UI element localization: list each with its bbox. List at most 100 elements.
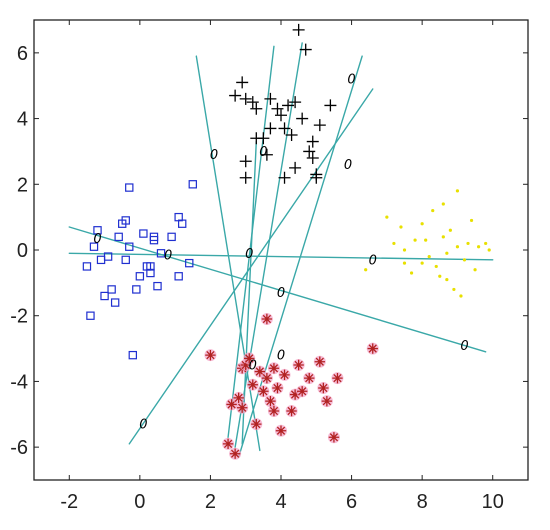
contour-zero-label: 0 bbox=[164, 248, 172, 263]
star-point bbox=[222, 437, 235, 450]
axis-ticks: -2 0 2 4 6 8 10 6 4 2 0 -2 -4 -6 bbox=[10, 20, 528, 513]
star-point bbox=[303, 372, 316, 385]
dot-point bbox=[448, 228, 452, 232]
dot-point bbox=[392, 241, 396, 246]
star-point bbox=[246, 378, 259, 391]
contour-zero-label: 0 bbox=[245, 247, 253, 262]
dot-point bbox=[364, 268, 368, 272]
boundary-line-5 bbox=[227, 45, 275, 438]
plus-point bbox=[239, 155, 252, 168]
square-point bbox=[103, 252, 113, 261]
contour-zero-label: 0 bbox=[139, 418, 147, 433]
x-tick-label: 10 bbox=[482, 491, 504, 513]
dot-point bbox=[477, 245, 481, 249]
plus-point bbox=[306, 152, 319, 164]
plus-point bbox=[236, 76, 249, 89]
dot-point bbox=[455, 245, 460, 249]
plus-point bbox=[229, 89, 242, 102]
plus-point bbox=[260, 148, 273, 161]
square-point bbox=[125, 183, 134, 192]
plus-point bbox=[285, 129, 298, 141]
plus-point bbox=[246, 96, 259, 109]
star-point bbox=[250, 418, 263, 431]
dot-point bbox=[441, 202, 445, 206]
y-tick-label: 4 bbox=[17, 109, 28, 131]
boundary-line-6 bbox=[234, 42, 303, 448]
plus-point bbox=[303, 145, 316, 158]
star-point bbox=[236, 401, 249, 414]
dot-point bbox=[434, 264, 438, 269]
star-point bbox=[267, 405, 280, 417]
plus-point bbox=[257, 132, 270, 145]
star-point bbox=[292, 359, 305, 371]
boundary-line-1 bbox=[68, 252, 494, 261]
dot-point bbox=[399, 225, 403, 229]
square-point bbox=[167, 232, 176, 242]
plus-point bbox=[296, 112, 309, 125]
dot-point bbox=[402, 261, 407, 265]
plus-point bbox=[239, 171, 252, 184]
star-point bbox=[229, 447, 242, 460]
contour-zero-label: 0 bbox=[210, 148, 218, 163]
star-point bbox=[243, 352, 256, 365]
star-point bbox=[257, 385, 270, 398]
star-point bbox=[271, 382, 284, 394]
square-point bbox=[125, 242, 134, 251]
plus-point bbox=[313, 119, 326, 132]
plus-point bbox=[292, 23, 305, 36]
square-point bbox=[174, 272, 183, 281]
plus-point bbox=[278, 122, 291, 135]
plus-point bbox=[271, 102, 284, 115]
star-point bbox=[296, 385, 309, 398]
plus-point bbox=[310, 171, 323, 184]
dot-point bbox=[462, 258, 467, 262]
dot-point bbox=[452, 287, 456, 292]
star-point bbox=[278, 368, 291, 381]
contour-zero-label: 0 bbox=[93, 232, 101, 247]
contour-zero-label: 0 bbox=[344, 158, 352, 173]
plus-point bbox=[289, 161, 302, 174]
star-point bbox=[260, 372, 273, 385]
plus-point bbox=[289, 96, 302, 109]
x-tick-label: 2 bbox=[205, 491, 216, 513]
x-tick-label: 6 bbox=[346, 491, 357, 513]
plus-point bbox=[278, 171, 291, 184]
dot-point bbox=[441, 235, 445, 239]
star-point bbox=[267, 362, 280, 375]
square-point bbox=[149, 235, 159, 245]
square-point bbox=[82, 262, 92, 271]
star-point bbox=[275, 424, 287, 437]
square-point bbox=[121, 255, 130, 265]
plus-point bbox=[324, 99, 337, 112]
boundary-line-2 bbox=[68, 226, 487, 353]
y-tick-label: -4 bbox=[10, 371, 28, 393]
dot-point bbox=[445, 277, 449, 282]
x-tick-label: 8 bbox=[417, 491, 428, 513]
square-point bbox=[178, 219, 187, 228]
square-point bbox=[121, 216, 130, 225]
y-tick-label: 0 bbox=[17, 240, 28, 262]
star-point bbox=[260, 313, 273, 325]
y-tick-label: -6 bbox=[10, 437, 28, 459]
contour-zero-label: 0 bbox=[369, 253, 377, 268]
contour-labels: 0 0 0 0 0 0 0 0 0 0 0 0 0 bbox=[93, 73, 468, 433]
dot-point bbox=[413, 238, 417, 242]
plus-point bbox=[275, 109, 287, 122]
square-point bbox=[146, 268, 155, 278]
dot-point bbox=[385, 215, 389, 219]
dot-point bbox=[424, 238, 428, 242]
dot-point bbox=[445, 251, 449, 255]
star-point bbox=[232, 391, 245, 404]
square-point bbox=[89, 242, 99, 251]
dot-point bbox=[487, 248, 491, 252]
contour-zero-label: 0 bbox=[347, 73, 355, 88]
dot-point bbox=[402, 248, 407, 252]
star-point bbox=[313, 355, 326, 368]
square-point bbox=[135, 272, 145, 281]
square-point bbox=[110, 298, 120, 307]
star-point bbox=[285, 405, 298, 417]
x-tick-label: 0 bbox=[134, 491, 145, 513]
star-point bbox=[204, 349, 217, 362]
dot-point bbox=[459, 294, 463, 298]
